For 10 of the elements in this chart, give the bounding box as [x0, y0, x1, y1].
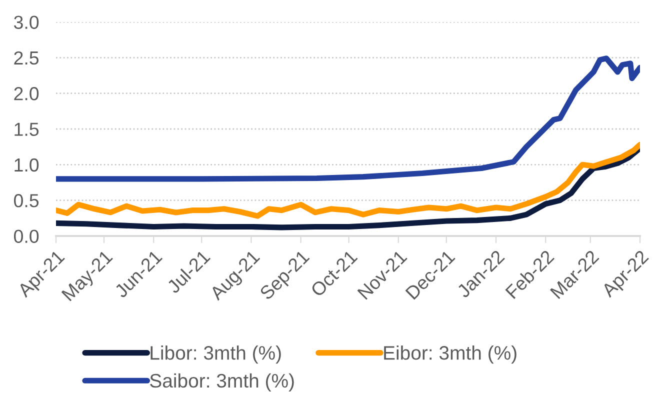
- y-tick-label: 0.5: [14, 194, 39, 208]
- legend-label: Saibor: 3mth (%): [150, 373, 294, 392]
- legend-label: Libor: 3mth (%): [150, 346, 281, 364]
- y-tick-label: 2.5: [14, 51, 39, 65]
- y-tick-label: 1.5: [14, 122, 39, 136]
- y-tick-label: 3.0: [14, 16, 39, 29]
- y-tick-label: 2.0: [14, 87, 39, 100]
- y-tick-label: 1.0: [14, 158, 39, 172]
- legend-label: Eibor: 3mth (%): [384, 346, 516, 364]
- y-tick-label: 0.0: [14, 230, 39, 243]
